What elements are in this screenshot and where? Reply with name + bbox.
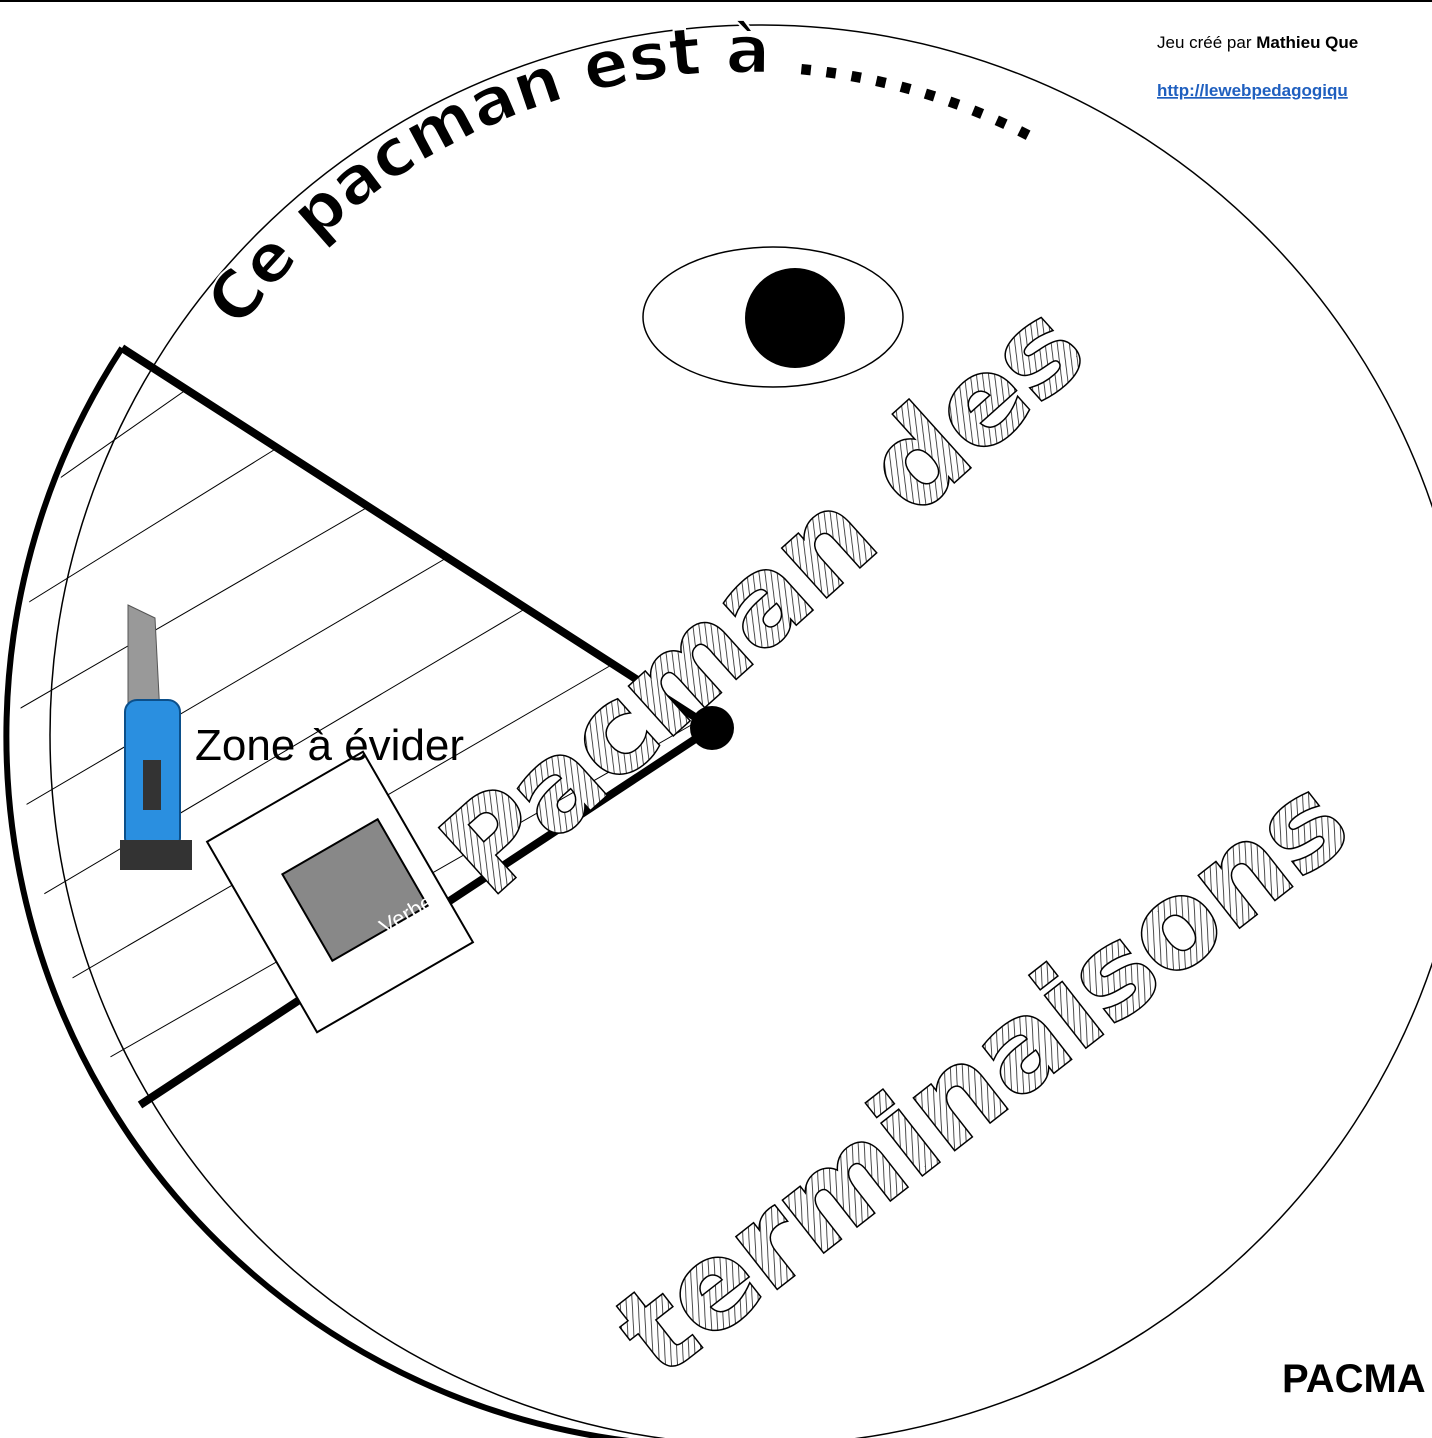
- pupil: [745, 268, 845, 368]
- cutter-icon: [120, 605, 192, 870]
- credit-prefix: Jeu créé par: [1157, 33, 1252, 52]
- mascot-image: Verbe: [207, 752, 473, 1033]
- cut-zone-label: Zone à évider: [195, 721, 464, 770]
- credit: Jeu créé par Mathieu Que: [1157, 33, 1358, 52]
- credit-link[interactable]: http://lewebpedagogiqu: [1157, 81, 1348, 100]
- page: Verbe Ce pacman est à .......... Zone à …: [0, 0, 1432, 1438]
- credit-name: Mathieu Que: [1256, 33, 1358, 52]
- game-title-2: terminaisons: [592, 750, 1373, 1403]
- footer-label: PACMA: [1282, 1357, 1426, 1401]
